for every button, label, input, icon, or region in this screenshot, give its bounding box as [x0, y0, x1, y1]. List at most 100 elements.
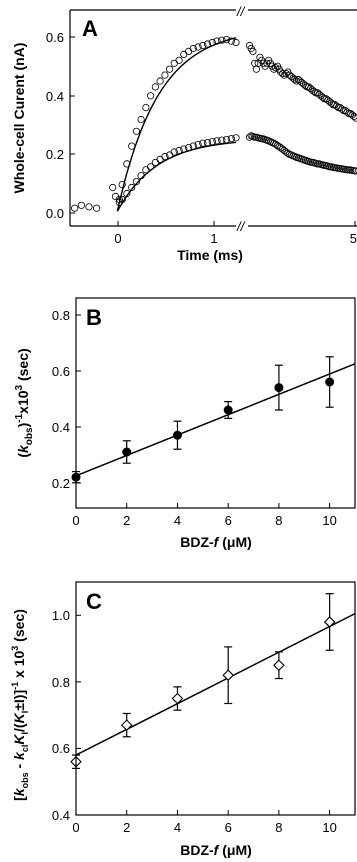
panel-a-data-point: [180, 145, 188, 153]
panel-c-data-point: [120, 719, 133, 731]
panel-c-frame: [75, 581, 356, 816]
panel-a-data-point: [208, 138, 216, 146]
panel-a-data-point: [227, 135, 235, 143]
panel-a-data-point: [292, 77, 301, 85]
panel-a-data-point: [175, 146, 183, 155]
panel-a-data-point: [313, 160, 322, 168]
panel-c-x-tick-label: 2: [123, 820, 130, 835]
panel-a-x-tick-label: 1: [210, 231, 217, 246]
panel-a-data-point: [199, 139, 207, 147]
panel-a-y-tick-label: 0.2: [46, 147, 64, 162]
panel-c-y-axis-title-sup1: -1: [10, 682, 20, 690]
panel-a-x-ticks: 0 1 5: [114, 221, 357, 246]
panel-c-x-ticks: 0 2 4 6 8 10: [72, 810, 337, 835]
panel-a-break-mark-bottom: //: [236, 219, 246, 234]
panel-b-x-axis-title-italic: f: [214, 534, 220, 550]
panel-a-data-point: [189, 44, 197, 53]
panel-a-data-point: [185, 144, 193, 152]
panel-c-x-tick-label: 0: [72, 820, 79, 835]
panel-a-data-point: [326, 163, 334, 171]
panel-b-y-tick-label: 0.2: [52, 476, 70, 491]
panel-c-y-tick-label: 0.4: [52, 808, 70, 823]
panel-a-data-point: [109, 183, 117, 192]
panel-a-x-tick-label: 5: [350, 231, 357, 246]
panel-a-data-point: [118, 195, 126, 203]
panel-c-y-tick-label: 1.0: [52, 608, 70, 623]
panel-a-data-point: [291, 152, 299, 161]
panel-b-data-point: [223, 405, 233, 415]
panel-c-y-axis-title: [kobs - kclKI/(KI±I)]-1 x 103 (sec): [10, 609, 30, 801]
panel-c-x-axis-title-unit: (μM): [218, 842, 251, 858]
panel-a-data-point: [147, 92, 155, 100]
panel-b-y-axis-title-sub: obs: [24, 427, 35, 445]
panel-a-data-point: [147, 163, 155, 171]
panel-b-y-axis-title-sup1: -1: [14, 413, 25, 422]
panel-b-y-axis-title-x10: x10: [15, 390, 31, 414]
panel-b-x-tick-label: 6: [225, 513, 232, 528]
panel-a-break-mark-top: //: [236, 4, 246, 19]
panel-b-fit-line: [75, 363, 356, 477]
panel-a-data-point: [227, 37, 235, 45]
panel-c-y-axis-title-k2: k: [11, 751, 27, 760]
panel-c-y-axis-title-sub3: I: [20, 732, 30, 735]
panel-a-data-point: [271, 64, 280, 72]
panel-c-data-point: [273, 659, 285, 671]
panel-a-data-point: [247, 132, 255, 140]
panel-c-y-axis-title-K2: K: [11, 712, 27, 723]
panel-a-x-axis-title: Time (ms): [177, 247, 243, 263]
panel-c-y-axis-title-sub4: I: [20, 711, 30, 714]
panel-a-data-point: [352, 114, 357, 122]
panel-c-y-axis-title-unit: (sec): [11, 609, 27, 646]
panel-a-data-point: [338, 105, 346, 113]
panel-c-x-tick-label: 10: [322, 820, 336, 835]
panel-a-data-point: [132, 178, 140, 186]
panel-a-data-point: [161, 152, 169, 161]
panel-a-data-point: [339, 107, 348, 115]
panel-a-x-tick-label: 0: [114, 231, 121, 246]
panel-a-data-point: [291, 75, 299, 84]
panel-c-y-axis-title-slash: /(: [11, 723, 27, 732]
panel-c-x-tick-label: 8: [275, 820, 282, 835]
panel-b-letter: B: [86, 305, 102, 330]
panel-a-data-point: [85, 203, 93, 211]
panel-a-data-point: [350, 112, 357, 121]
panel-c-x-axis-title-italic: f: [214, 842, 220, 858]
panel-c-x-tick-label: 4: [174, 820, 181, 835]
panel-b-y-axis-title-k: k: [15, 444, 31, 453]
panel-b-x-axis-title-unit: (μM): [218, 534, 251, 550]
panel-a-data-point: [218, 36, 226, 44]
panel-a-data-point: [203, 139, 212, 147]
panel-a-data-point: [245, 133, 254, 141]
panel-a-data-point: [213, 137, 221, 145]
panel-c-y-tick-label: 0.6: [52, 741, 70, 756]
panel-c-data-point: [222, 669, 234, 681]
panel-c-y-axis-title-K1: K: [11, 734, 27, 745]
panel-c-data-point: [323, 616, 336, 628]
panel-a-data-point: [156, 155, 164, 163]
panel-a-data-point: [137, 115, 145, 124]
panel-c-y-ticks: 0.4 0.6 0.8 1.0: [52, 608, 81, 823]
panel-c: 0.4 0.6 0.8 1.0 0 2 4 6 8 10 C BDZ-f (μM…: [10, 581, 356, 858]
panel-a-data-point: [128, 183, 136, 192]
panel-b-x-axis-title: BDZ-f (μM): [180, 534, 252, 550]
panel-a-data-point: [203, 40, 212, 48]
panel-a-data-point: [180, 50, 188, 59]
panel-a-data-point: [175, 56, 183, 64]
panel-a-data-point: [327, 99, 335, 107]
panel-c-x-axis-title: BDZ-f (μM): [180, 842, 252, 858]
panel-c-x-axis-title-main: BDZ-: [180, 842, 214, 858]
panel-c-y-axis-title-open: [: [11, 796, 27, 801]
panel-c-y-axis-title-pm: ±I)]: [11, 690, 27, 711]
panel-c-y-axis-title-sub2: cl: [20, 745, 30, 753]
panel-a-data-point: [222, 136, 231, 144]
panel-a-data-point: [312, 89, 320, 97]
panel-b-data-point: [325, 377, 335, 387]
panel-b: 0.2 0.4 0.6 0.8 0 2 4 6 8 10 B BDZ-f (μM…: [14, 297, 356, 550]
panel-c-y-tick-label: 0.8: [52, 675, 70, 690]
panel-c-x-tick-label: 6: [225, 820, 232, 835]
panel-a-data-point: [194, 43, 202, 51]
panel-a-data-point: [77, 201, 86, 209]
panel-a-data-point: [170, 59, 178, 67]
panel-a-data-point: [352, 167, 357, 175]
